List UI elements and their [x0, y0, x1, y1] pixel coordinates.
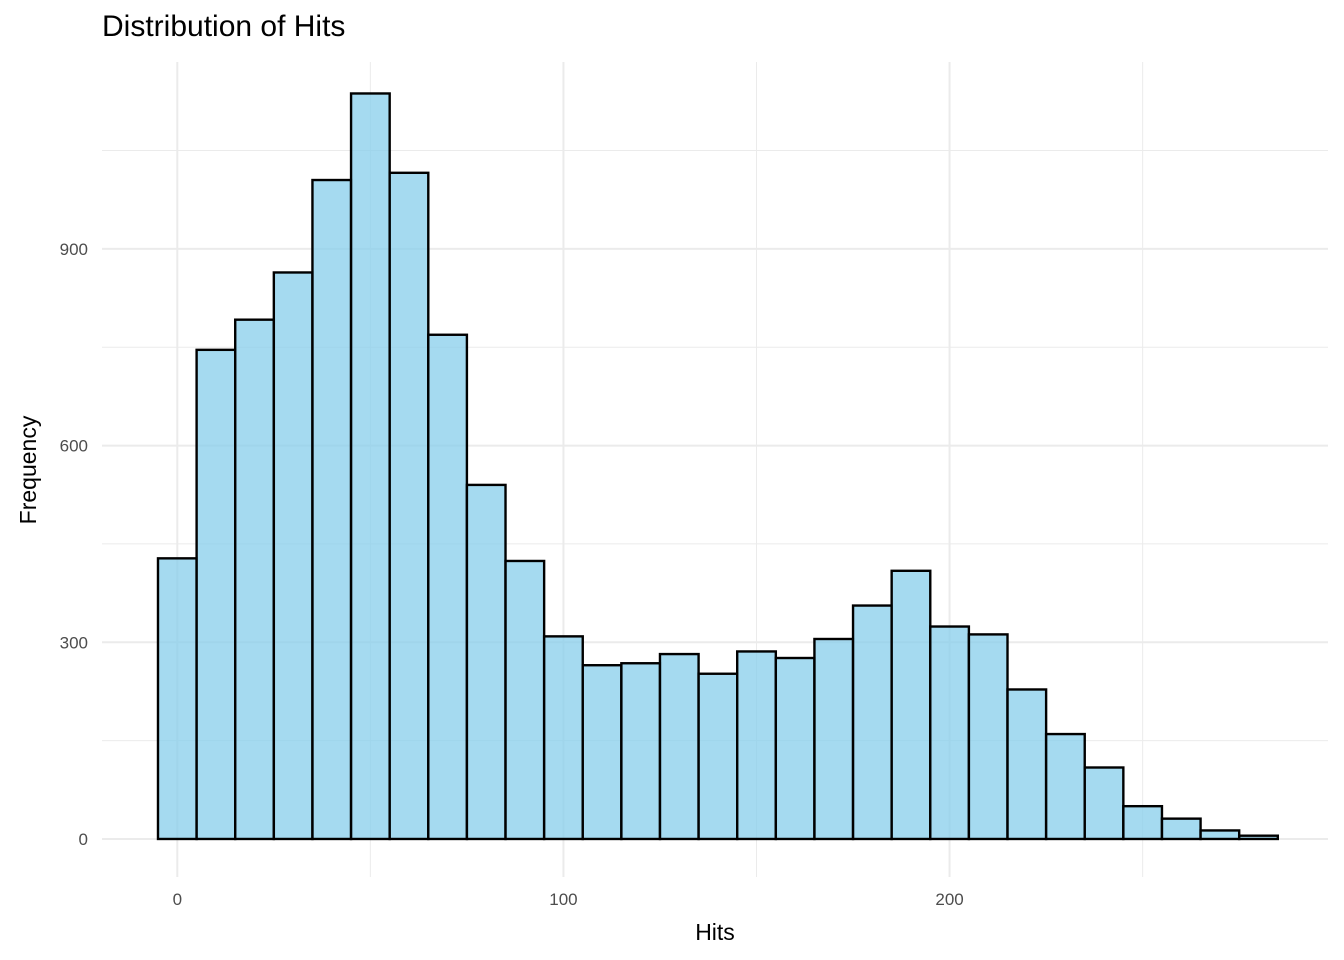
histogram-bar — [465, 483, 507, 841]
histogram-bar — [156, 557, 198, 841]
histogram-bar — [851, 604, 893, 841]
histogram-bar — [234, 318, 276, 841]
y-tick-label: 0 — [79, 830, 88, 849]
histogram-bar — [697, 672, 739, 841]
x-axis-title: Hits — [695, 919, 735, 945]
histogram-bar — [967, 633, 1009, 841]
histogram-bar — [581, 664, 623, 841]
y-tick-label: 600 — [60, 437, 88, 456]
histogram-bar — [1160, 817, 1202, 841]
histogram-bar — [890, 569, 932, 841]
histogram-bar — [349, 92, 391, 841]
histogram-bar — [813, 637, 855, 841]
histogram-bar — [1083, 766, 1125, 841]
histogram-bar — [311, 178, 353, 841]
histogram-bars — [156, 92, 1280, 841]
histogram-bar — [542, 635, 584, 841]
histogram-bar — [195, 348, 237, 841]
x-axis-ticks: 0 100 200 — [173, 890, 964, 909]
histogram-bar — [774, 656, 816, 841]
y-axis-ticks: 0 300 600 900 — [60, 240, 88, 849]
histogram-bar — [1199, 829, 1241, 841]
x-tick-label: 0 — [173, 890, 182, 909]
histogram-bar — [620, 662, 662, 841]
histogram-bar — [1122, 804, 1164, 841]
y-tick-label: 900 — [60, 240, 88, 259]
y-tick-label: 300 — [60, 633, 88, 652]
x-tick-label: 100 — [549, 890, 577, 909]
histogram-bar — [388, 171, 430, 841]
histogram-bar — [929, 625, 971, 841]
y-axis-title: Frequency — [15, 415, 41, 524]
histogram-bar — [504, 559, 546, 841]
chart-title: Distribution of Hits — [102, 10, 346, 43]
histogram-bar — [1044, 732, 1086, 841]
histogram-bar — [427, 333, 469, 841]
x-tick-label: 200 — [935, 890, 963, 909]
histogram-bar — [736, 650, 778, 841]
histogram-bar — [1237, 834, 1280, 841]
histogram-bar — [1006, 688, 1048, 841]
histogram-bar — [272, 271, 314, 841]
histogram-bar — [658, 652, 700, 841]
